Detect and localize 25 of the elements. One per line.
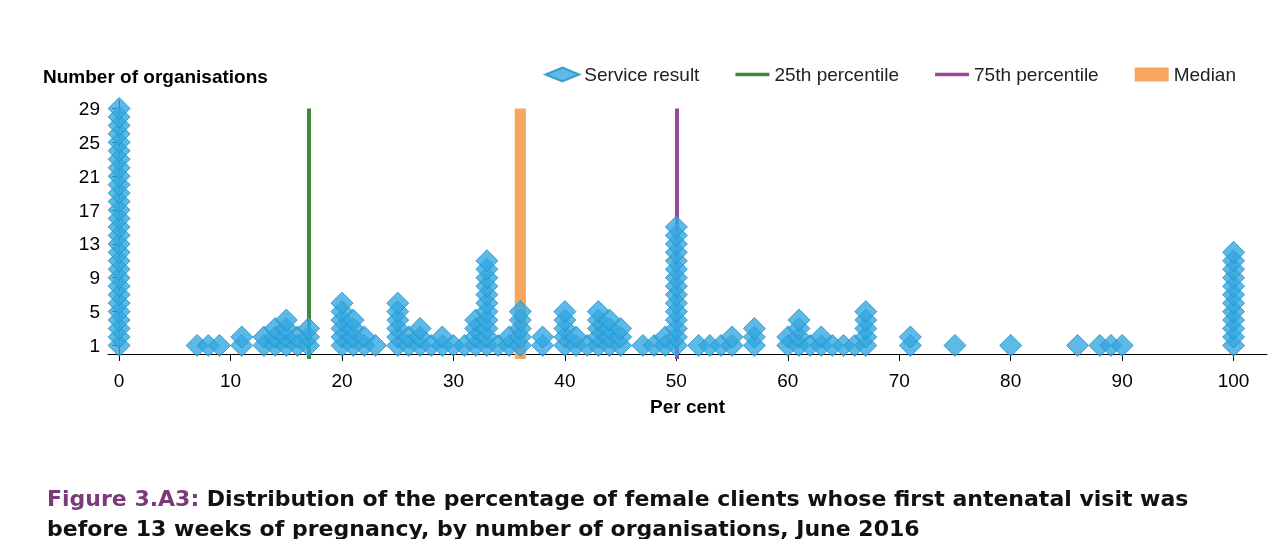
x-tick-label: 50 [665,370,687,391]
legend-label: Service result [584,64,701,85]
y-tick-label: 29 [78,97,100,119]
y-tick-label: 13 [78,233,100,255]
y-tick-label: 25 [78,131,100,153]
x-tick-label: 90 [1111,370,1133,391]
x-tick-label: 100 [1217,370,1250,391]
x-tick-label: 0 [113,370,125,391]
y-axis-title: Number of organisations [43,66,268,87]
x-tick-label: 30 [442,370,465,391]
x-tick-label: 10 [220,370,242,391]
x-tick-label: 60 [777,370,799,391]
x-tick-label: 20 [331,370,353,391]
y-tick-label: 21 [78,165,100,187]
x-axis-title: Per cent [650,396,726,417]
x-tick-label: 70 [888,370,910,391]
legend-label: 75th percentile [974,64,1099,85]
y-tick-label: 1 [89,334,100,356]
x-tick-label: 80 [1000,370,1022,391]
x-tick-label: 40 [554,370,576,391]
y-tick-label: 5 [89,301,100,323]
legend-label: 25th percentile [774,64,900,85]
y-tick-label: 17 [78,199,100,221]
legend-label: Median [1173,64,1237,85]
y-tick-label: 9 [89,267,100,289]
